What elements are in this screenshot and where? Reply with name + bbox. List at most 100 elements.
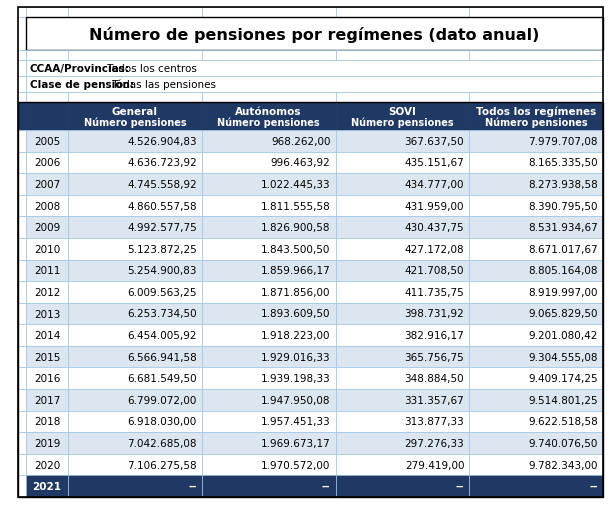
Bar	[18, 346, 26, 368]
Bar	[18, 282, 26, 303]
Bar	[26, 93, 68, 103]
Text: 7.106.275,58: 7.106.275,58	[127, 460, 197, 470]
Bar	[26, 325, 68, 346]
Text: 313.877,33: 313.877,33	[404, 417, 464, 427]
Bar	[202, 282, 335, 303]
Text: General: General	[112, 107, 158, 117]
Text: 2011: 2011	[34, 266, 60, 276]
Text: 2007: 2007	[34, 180, 60, 189]
Bar	[335, 153, 469, 174]
Bar	[469, 103, 603, 131]
Bar	[202, 51, 335, 61]
Text: 2008: 2008	[34, 201, 60, 211]
Bar	[335, 103, 469, 131]
Bar	[26, 51, 68, 61]
Bar	[68, 51, 202, 61]
Bar	[26, 260, 68, 282]
Bar	[202, 368, 335, 389]
Text: 431.959,00: 431.959,00	[404, 201, 464, 211]
Text: 9.782.343,00: 9.782.343,00	[529, 460, 598, 470]
Bar	[18, 195, 26, 217]
Bar	[68, 195, 202, 217]
Bar	[18, 303, 26, 325]
Text: 9.065.829,50: 9.065.829,50	[529, 309, 598, 319]
Text: CCAA/Provincias:: CCAA/Provincias:	[30, 64, 130, 74]
Text: Número pensiones: Número pensiones	[218, 118, 320, 128]
Bar	[18, 77, 26, 93]
Text: --: --	[456, 481, 464, 491]
Bar	[202, 411, 335, 432]
Text: 1.918.223,00: 1.918.223,00	[261, 330, 331, 340]
Bar	[202, 454, 335, 476]
Bar	[68, 303, 202, 325]
Bar	[335, 325, 469, 346]
Bar	[469, 389, 603, 411]
Text: 9.514.801,25: 9.514.801,25	[529, 395, 598, 405]
Bar	[469, 454, 603, 476]
Text: --: --	[590, 481, 598, 491]
Bar	[469, 174, 603, 195]
Bar	[68, 389, 202, 411]
Bar	[469, 325, 603, 346]
Bar	[335, 238, 469, 260]
Bar	[202, 325, 335, 346]
Bar	[26, 174, 68, 195]
Bar	[26, 77, 603, 93]
Text: 6.566.941,58: 6.566.941,58	[127, 352, 197, 362]
Bar	[469, 131, 603, 153]
Text: 8.531.934,67: 8.531.934,67	[529, 223, 598, 233]
Bar	[68, 238, 202, 260]
Bar	[469, 432, 603, 454]
Bar	[18, 411, 26, 432]
Text: 7.042.685,08: 7.042.685,08	[127, 438, 197, 448]
Text: 8.165.335,50: 8.165.335,50	[529, 158, 598, 168]
Text: 1.970.572,00: 1.970.572,00	[261, 460, 331, 470]
Bar	[26, 153, 68, 174]
Text: 4.526.904,83: 4.526.904,83	[127, 136, 197, 146]
Bar	[68, 346, 202, 368]
Text: SOVI: SOVI	[389, 107, 416, 117]
Text: 279.419,00: 279.419,00	[404, 460, 464, 470]
Bar	[335, 303, 469, 325]
Bar	[68, 174, 202, 195]
Text: --: --	[188, 481, 197, 491]
Text: 367.637,50: 367.637,50	[404, 136, 464, 146]
Bar	[18, 51, 26, 61]
Bar	[469, 93, 603, 103]
Bar	[26, 61, 603, 77]
Text: Autónomos: Autónomos	[235, 107, 302, 117]
Text: 411.735,75: 411.735,75	[404, 287, 464, 297]
Bar	[335, 51, 469, 61]
Text: 2014: 2014	[34, 330, 60, 340]
Bar	[26, 103, 68, 131]
Bar	[335, 195, 469, 217]
Text: 1.859.966,17: 1.859.966,17	[261, 266, 331, 276]
Text: 8.390.795,50: 8.390.795,50	[529, 201, 598, 211]
Text: Todos los regímenes: Todos los regímenes	[476, 107, 596, 117]
Text: 382.916,17: 382.916,17	[404, 330, 464, 340]
Bar	[68, 411, 202, 432]
Bar	[18, 325, 26, 346]
Text: Número de pensiones por regímenes (dato anual): Número de pensiones por regímenes (dato …	[89, 26, 540, 42]
Bar	[202, 103, 335, 131]
Bar	[335, 93, 469, 103]
Text: 1.947.950,08: 1.947.950,08	[261, 395, 331, 405]
Text: 2010: 2010	[34, 244, 60, 254]
Bar	[469, 282, 603, 303]
Text: 2015: 2015	[34, 352, 60, 362]
Text: Todas las pensiones: Todas las pensiones	[109, 80, 216, 90]
Text: 1.871.856,00: 1.871.856,00	[261, 287, 331, 297]
Text: 1.969.673,17: 1.969.673,17	[261, 438, 331, 448]
Text: 1.929.016,33: 1.929.016,33	[261, 352, 331, 362]
Bar	[469, 153, 603, 174]
Text: 8.919.997,00: 8.919.997,00	[529, 287, 598, 297]
Bar	[335, 217, 469, 238]
Text: 8.273.938,58: 8.273.938,58	[529, 180, 598, 189]
Text: 8.805.164,08: 8.805.164,08	[529, 266, 598, 276]
Bar	[18, 217, 26, 238]
Text: 1.957.451,33: 1.957.451,33	[261, 417, 331, 427]
Bar	[202, 476, 335, 497]
Bar	[68, 217, 202, 238]
Text: 348.884,50: 348.884,50	[404, 374, 464, 383]
Text: 6.009.563,25: 6.009.563,25	[127, 287, 197, 297]
